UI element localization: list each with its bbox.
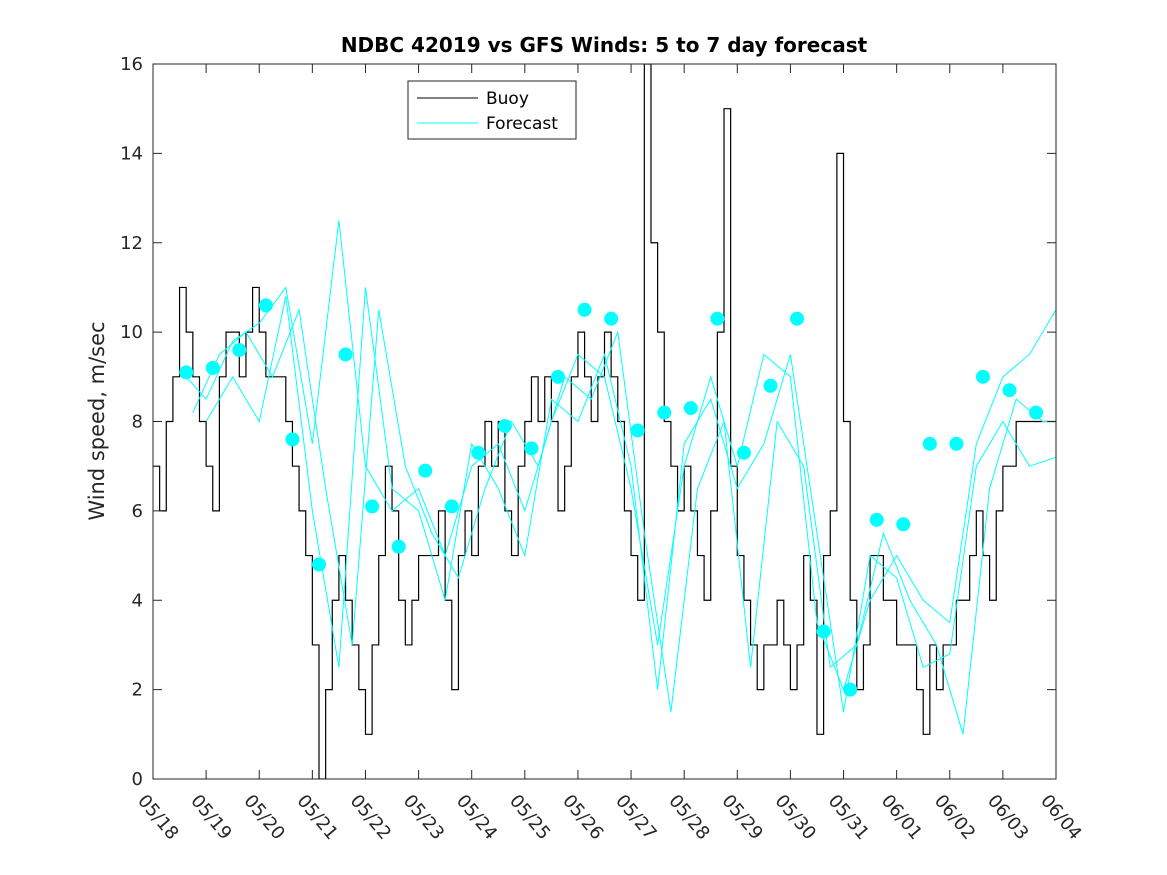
- forecast-point: [1002, 383, 1017, 398]
- forecast-point: [232, 343, 247, 357]
- y-axis: 0 2 4 6 8 10 12 14 16: [120, 54, 1056, 790]
- y-tick-label: 4: [132, 590, 143, 611]
- forecast-point: [736, 445, 751, 460]
- y-tick-label: 8: [132, 412, 143, 433]
- y-tick-label: 6: [132, 501, 143, 522]
- x-tick-label: 05/19: [186, 791, 235, 844]
- forecast-point: [949, 436, 964, 451]
- forecast-point: [205, 360, 220, 375]
- x-tick-label: 05/30: [771, 791, 820, 844]
- forecast-point: [471, 445, 486, 460]
- forecast-point: [391, 539, 406, 554]
- forecast-point: [869, 512, 884, 527]
- forecast-point: [1029, 405, 1044, 420]
- forecast-point: [365, 499, 380, 514]
- forecast-point: [657, 405, 672, 420]
- forecast-point: [843, 682, 858, 697]
- x-tick-label: 05/31: [824, 791, 873, 844]
- y-axis-label: Wind speed, m/sec: [85, 321, 109, 520]
- x-tick-label: 05/29: [717, 791, 766, 844]
- plot-area: [153, 64, 1056, 779]
- forecast-point: [524, 441, 539, 456]
- forecast-point: [179, 365, 194, 380]
- forecast-point: [311, 557, 326, 572]
- x-tick-label: 05/28: [664, 791, 713, 844]
- x-tick-label: 05/23: [399, 791, 448, 844]
- x-tick-label: 05/21: [293, 791, 342, 844]
- x-tick-label: 05/27: [611, 791, 660, 844]
- forecast-point: [922, 436, 937, 451]
- y-tick-label: 10: [120, 322, 143, 343]
- forecast-point: [683, 401, 698, 416]
- forecast-point: [551, 369, 566, 384]
- y-tick-label: 2: [132, 680, 143, 701]
- forecast-point: [816, 624, 831, 639]
- x-tick-label: 05/20: [239, 791, 288, 844]
- y-tick-label: 12: [120, 233, 143, 254]
- forecast-line-3: [192, 307, 1056, 735]
- forecast-point: [790, 311, 805, 326]
- x-tick-label: 05/24: [452, 791, 501, 844]
- forecast-point: [630, 423, 645, 438]
- forecast-point: [604, 311, 619, 326]
- x-tick-label: 06/04: [1036, 791, 1085, 844]
- forecast-line-4: [205, 287, 1056, 713]
- chart-title: NDBC 42019 vs GFS Winds: 5 to 7 day fore…: [341, 33, 868, 57]
- legend-box: [407, 80, 577, 140]
- y-tick-label: 14: [120, 143, 143, 164]
- forecast-point: [418, 463, 433, 478]
- x-tick-label: 05/26: [558, 791, 607, 844]
- marker-layer: [179, 298, 1044, 697]
- forecast-point: [285, 432, 300, 447]
- legend: Buoy Forecast: [407, 80, 577, 140]
- y-tick-label: 0: [132, 769, 143, 790]
- x-tick-label: 06/02: [930, 791, 979, 844]
- forecast-point: [497, 418, 512, 433]
- legend-forecast-label: Forecast: [486, 114, 558, 134]
- y-tick-label: 16: [120, 54, 143, 75]
- series-layer: [153, 64, 1056, 779]
- x-tick-label: 05/25: [505, 791, 554, 844]
- forecast-point: [975, 369, 990, 384]
- x-tick-label: 05/22: [346, 791, 395, 844]
- x-tick-label: 06/03: [983, 791, 1032, 844]
- legend-buoy-label: Buoy: [486, 89, 529, 109]
- forecast-point: [896, 517, 911, 532]
- forecast-point: [258, 298, 273, 313]
- forecast-point: [444, 499, 459, 514]
- forecast-point: [763, 378, 778, 393]
- forecast-point: [338, 347, 353, 362]
- x-tick-label: 06/01: [877, 791, 926, 844]
- x-tick-label: 05/18: [133, 791, 182, 844]
- forecast-point: [577, 302, 592, 317]
- forecast-line-2: [185, 220, 1056, 692]
- forecast-point: [710, 311, 725, 326]
